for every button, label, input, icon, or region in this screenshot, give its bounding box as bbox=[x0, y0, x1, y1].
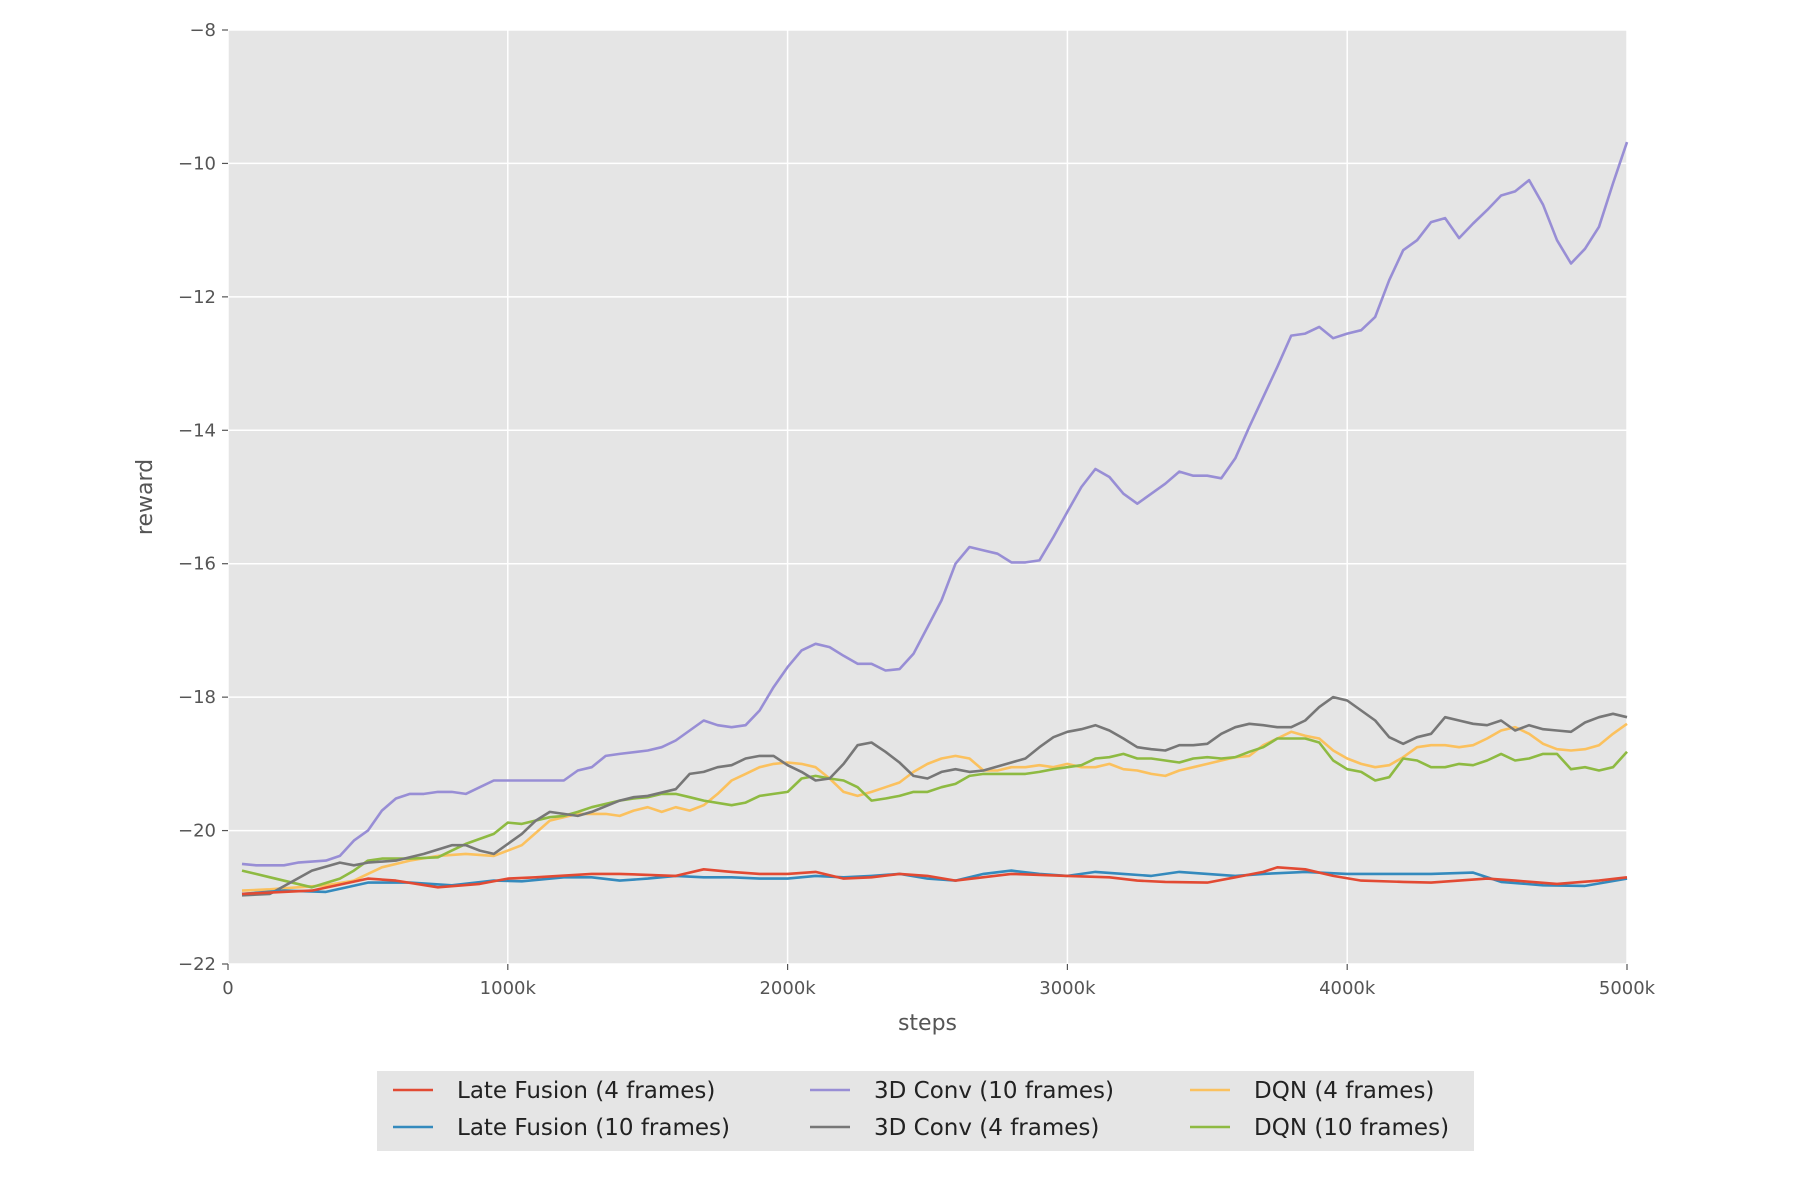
y-tick-label: −12 bbox=[178, 287, 216, 308]
x-tick-label: 1000k bbox=[480, 978, 537, 999]
legend-entry-label: Late Fusion (10 frames) bbox=[457, 1115, 730, 1141]
legend-entry-label: DQN (4 frames) bbox=[1254, 1078, 1434, 1104]
y-tick-label: −18 bbox=[178, 687, 216, 708]
x-axis-ticks: 0 1000k 2000k 3000k 4000k 5000k bbox=[222, 964, 1656, 999]
legend: Late Fusion (4 frames) Late Fusion (10 fr… bbox=[377, 1071, 1474, 1151]
x-tick-label: 4000k bbox=[1319, 978, 1376, 999]
legend-entry-label: 3D Conv (10 frames) bbox=[874, 1078, 1114, 1104]
x-tick-label: 0 bbox=[222, 978, 233, 999]
y-tick-label: −10 bbox=[178, 153, 216, 174]
y-tick-label: −22 bbox=[178, 954, 216, 975]
series-line bbox=[241, 869, 1628, 896]
y-tick-label: −14 bbox=[178, 420, 216, 441]
legend-entry-label: DQN (10 frames) bbox=[1254, 1115, 1449, 1141]
y-tick-label: −20 bbox=[178, 821, 216, 842]
y-axis-label: reward bbox=[133, 459, 158, 535]
series-line bbox=[241, 695, 1628, 897]
plot-background bbox=[228, 30, 1627, 964]
y-tick-label: −16 bbox=[178, 554, 216, 575]
gridlines bbox=[227, 29, 1628, 965]
y-axis-ticks: −22 −20 −18 −16 −14 −12 −10 −8 bbox=[178, 20, 228, 975]
x-tick-label: 2000k bbox=[759, 978, 816, 999]
x-tick-label: 3000k bbox=[1039, 978, 1096, 999]
x-tick-label: 5000k bbox=[1599, 978, 1656, 999]
series-line bbox=[241, 865, 1628, 896]
legend-entry-label: 3D Conv (4 frames) bbox=[874, 1115, 1099, 1141]
legend-entry-label: Late Fusion (4 frames) bbox=[457, 1078, 715, 1104]
x-axis-label: steps bbox=[898, 1011, 957, 1036]
legend-background bbox=[377, 1071, 1474, 1151]
series-lines bbox=[241, 141, 1629, 897]
series-line bbox=[241, 722, 1628, 892]
y-tick-label: −8 bbox=[189, 20, 216, 41]
series-line bbox=[241, 141, 1629, 867]
series-line bbox=[241, 737, 1628, 889]
